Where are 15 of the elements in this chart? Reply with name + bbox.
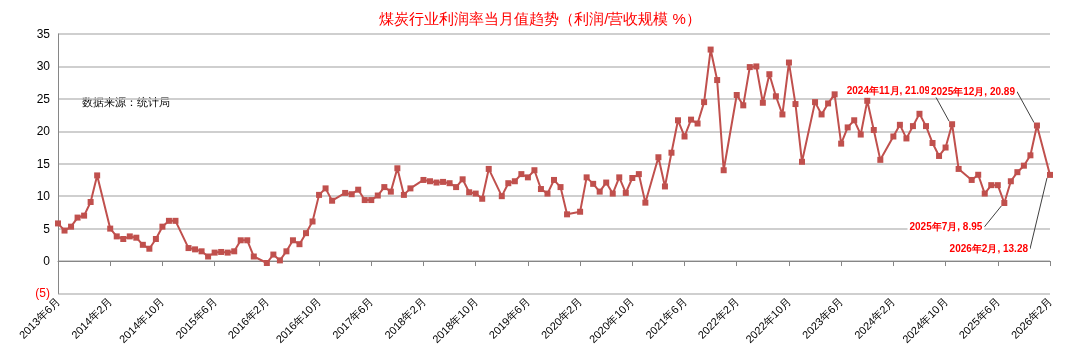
y-tick-label: 0: [43, 254, 51, 269]
data-label: 2026年2月, 13.28: [949, 243, 1029, 255]
y-tick-label: (5): [35, 286, 50, 301]
y-tick-label: 10: [36, 189, 51, 204]
y-tick-label: 30: [36, 59, 51, 74]
y-tick-label: 5: [43, 221, 51, 236]
annotation: 数据来源：统计局: [82, 95, 170, 108]
data-label: 2024年11月, 21.09: [846, 84, 931, 96]
y-tick-label: 20: [36, 124, 51, 139]
data-label: 2025年12月, 20.89: [930, 86, 1016, 98]
chart-title: 煤炭行业利润率当月值趋势（利润/营收规模 %）: [379, 10, 701, 27]
y-tick-label: 15: [36, 156, 51, 171]
data-label: 2025年7月, 8.95: [909, 221, 983, 233]
y-tick-label: 35: [36, 27, 51, 41]
y-tick-label: 25: [36, 91, 51, 106]
